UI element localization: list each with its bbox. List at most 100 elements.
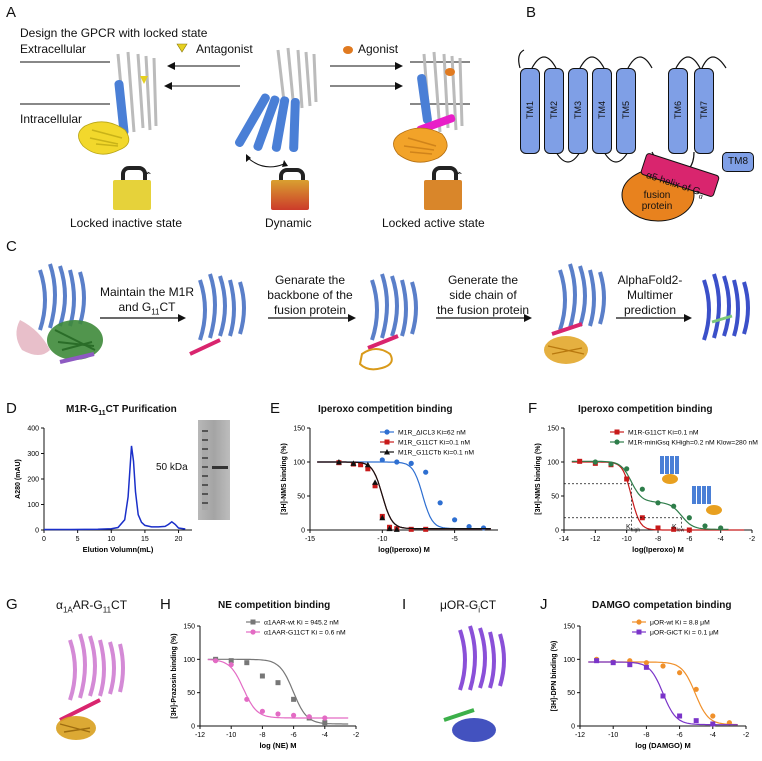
data-point	[592, 459, 598, 465]
legend-label: M1R_ΔICL3 Ki=62 nM	[398, 430, 466, 437]
data-point	[660, 663, 666, 669]
x-tick-label: -4	[718, 536, 724, 543]
y-tick-label: 150	[547, 426, 559, 433]
x-axis-title: log(Iperoxo) M	[632, 545, 684, 554]
tm-helix-3: TM3	[568, 68, 588, 154]
y-tick-label: 0	[555, 528, 559, 535]
panel-g-label: G	[6, 596, 18, 613]
data-point	[639, 515, 645, 521]
data-point	[636, 629, 642, 635]
data-point	[686, 527, 692, 533]
x-axis-title: log (NE) M	[259, 741, 296, 750]
data-point	[244, 660, 250, 666]
tm-helix-5: TM5	[616, 68, 636, 154]
panel-f-label: F	[528, 400, 538, 417]
alpha1a-structure-icon	[56, 633, 125, 740]
y-tick-label: 50	[551, 494, 559, 501]
dynamic-label: Dynamic	[265, 216, 312, 230]
y-tick-label: 300	[27, 451, 39, 458]
x-tick-label: 15	[141, 536, 149, 543]
data-point	[624, 476, 630, 482]
x-axis-title: log(Iperoxo) M	[378, 545, 430, 554]
legend-label: M1R-G11CT Ki=0.1 nM	[628, 430, 699, 437]
y-tick-label: 50	[297, 494, 305, 501]
x-tick-label: -12	[195, 732, 205, 739]
y-tick-label: 50	[567, 690, 575, 697]
y-tick-label: 150	[563, 624, 575, 631]
panel-e-label: E	[270, 400, 281, 417]
elution-trace	[44, 445, 186, 531]
sidechain-structure-icon	[544, 263, 606, 364]
data-point	[452, 517, 458, 523]
fit-curve	[207, 659, 349, 719]
legend-label: α1AAR-G11CT Ki = 0.6 nM	[264, 630, 346, 637]
tm-label: TM4	[597, 101, 607, 119]
data-point	[480, 525, 487, 531]
chart-h: -12 -10 -8 -6 -4 -2 0 50 100 150 log (NE) M [3H]-Pr…	[171, 619, 359, 750]
panel-f-title: Iperoxo competition binding	[578, 404, 713, 415]
data-point	[384, 429, 390, 435]
fusion-label: fusion protein	[641, 190, 673, 212]
data-point	[384, 439, 390, 445]
panel-c-label: C	[6, 238, 17, 255]
tm-label: TM7	[699, 101, 709, 119]
panel-e-title: Iperoxo competition binding	[318, 404, 453, 415]
extracellular-label: Extracellular	[20, 42, 87, 56]
data-point	[372, 483, 378, 489]
x-tick-label: -8	[643, 732, 649, 739]
data-point	[275, 711, 281, 717]
tm8-box: TM8	[722, 152, 754, 172]
y-tick-label: 0	[191, 724, 195, 731]
x-tick-label: -10	[622, 536, 632, 543]
data-point	[671, 526, 677, 532]
tm-label: TM1	[525, 101, 535, 119]
step4-text: AlphaFold2- Multimer prediction	[617, 273, 683, 317]
x-tick-label: -4	[322, 732, 328, 739]
fit-curve	[571, 460, 729, 530]
y-axis-title: [3H]-NMS binding (%)	[281, 443, 288, 515]
chart-f: -14 -12 -10 -8 -6 -4 -2 0 50 100 150 log(Iperoxo) M…	[535, 426, 758, 555]
data-point	[291, 696, 297, 702]
data-point	[244, 696, 250, 702]
data-point	[384, 449, 390, 455]
panel-a-label: A	[6, 4, 17, 21]
legend-label: M1R_G11CT Ki=0.1 nM	[398, 440, 470, 447]
data-point	[228, 658, 234, 664]
fit-curve	[317, 461, 491, 530]
x-axis-title: log (DAMGO) M	[635, 741, 690, 750]
y-axis-title: [3H]-NMS binding (%)	[535, 443, 542, 515]
alphafold-structure-icon	[702, 273, 750, 341]
panel-d-title: M1R-G11CT Purification	[66, 404, 177, 417]
y-tick-label: 200	[27, 477, 39, 484]
mor-structure-icon	[443, 625, 506, 742]
x-tick-label: -2	[743, 732, 749, 739]
data-point	[718, 525, 724, 531]
klow-label: Klow	[672, 524, 685, 534]
data-point	[365, 466, 371, 472]
data-point	[364, 461, 371, 468]
x-tick-label: -15	[305, 536, 315, 543]
backbone-structure-icon	[358, 273, 418, 371]
tm-helix-2: TM2	[544, 68, 564, 154]
data-point	[614, 429, 620, 435]
data-point	[710, 721, 716, 727]
data-point	[627, 662, 633, 668]
locked-inactive-label: Locked inactive state	[70, 216, 183, 230]
data-point	[702, 523, 708, 529]
x-tick-label: -6	[686, 536, 692, 543]
data-point	[259, 708, 265, 714]
y-tick-label: 100	[563, 657, 575, 664]
x-tick-label: 10	[107, 536, 115, 543]
m1r-structure-icon	[189, 273, 246, 356]
receptor-cartoons	[660, 456, 722, 515]
data-point	[655, 525, 661, 531]
legend-label: M1R_G11CTb Ki=0.1 nM	[398, 450, 474, 457]
y-tick-label: 100	[27, 502, 39, 509]
data-point	[306, 714, 312, 720]
panel-i-title: μOR-GiCT	[440, 598, 497, 615]
y-axis-title: [3H]-DPN binding (%)	[551, 641, 558, 712]
data-point	[322, 720, 328, 726]
x-tick-label: -6	[290, 732, 296, 739]
complex-structure-icon	[16, 263, 103, 364]
